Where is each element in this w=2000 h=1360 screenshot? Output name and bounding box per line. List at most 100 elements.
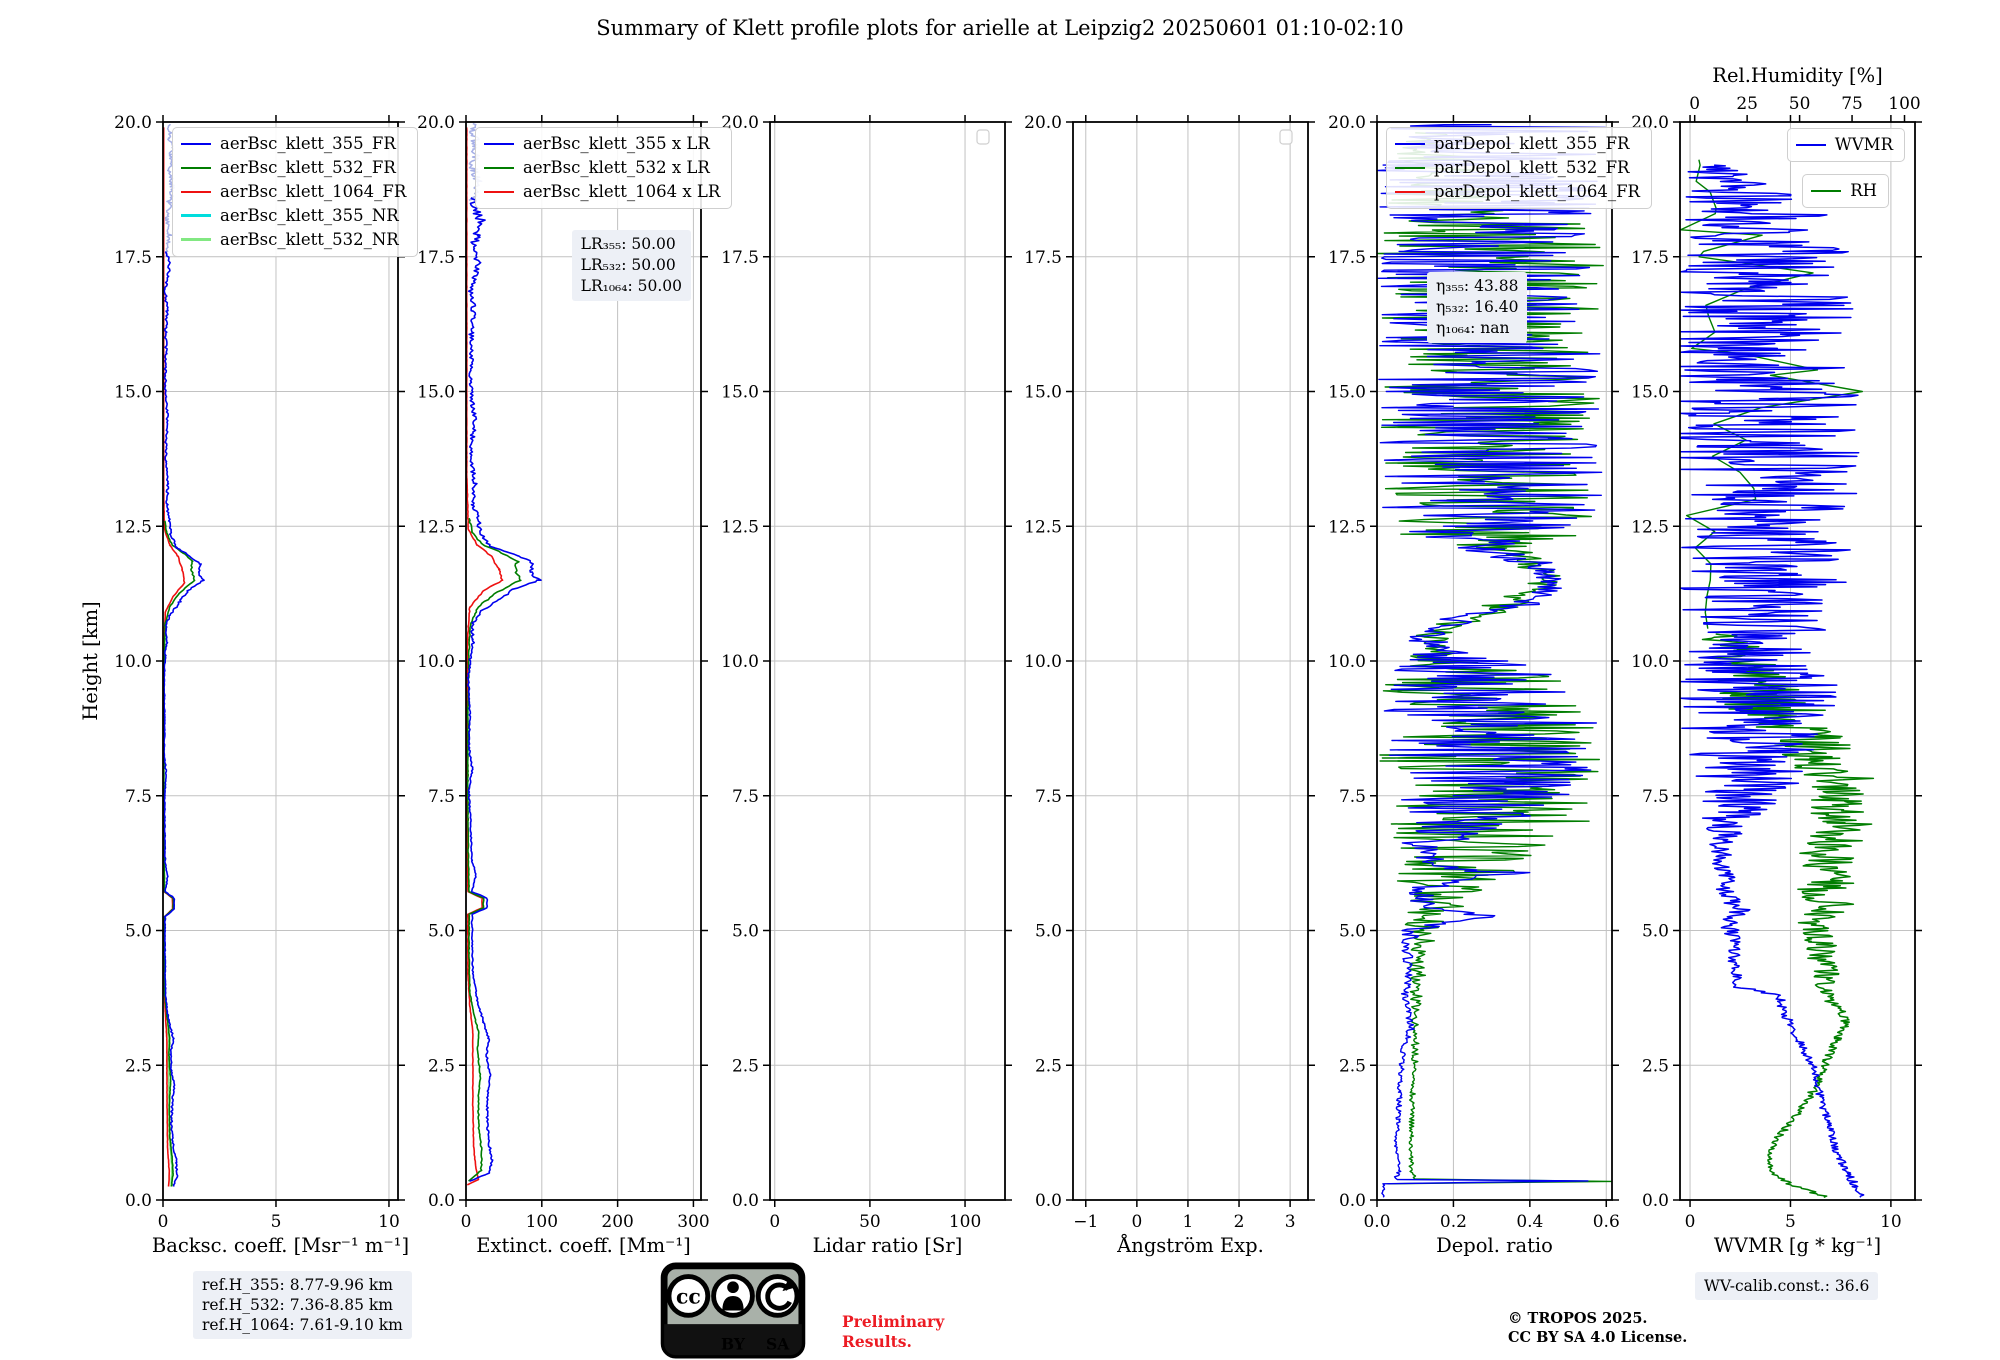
svg-text:7.5: 7.5 (1339, 787, 1366, 807)
legend-entry: parDepol_klett_355_FR (1395, 132, 1640, 156)
legend-line-swatch (181, 214, 211, 218)
svg-text:75: 75 (1841, 94, 1863, 114)
svg-text:100: 100 (526, 1212, 558, 1232)
svg-text:15.0: 15.0 (1024, 383, 1062, 403)
axis-ticks: −1 0 1 2 3 0.0 2.5 5.0 7.5 10.0 12.5 15.0 17.5 20.0 (1024, 113, 1315, 1232)
annotation-extinction: LR₃₅₅: 50.00 LR₅₃₂: 50.00 LR₁₀₆₄: 50.00 (571, 230, 691, 301)
svg-text:5.0: 5.0 (1642, 922, 1669, 942)
legend-line-swatch (1795, 143, 1826, 147)
panel-backscatter: 0 5 10 0.0 2.5 5.0 7.5 10.0 12.5 15.0 17.5 20.0 Back… (114, 113, 409, 1257)
legend-entry: aerBsc_klett_355 x LR (484, 132, 720, 156)
legend-entry: aerBsc_klett_355_FR (181, 132, 406, 156)
preliminary-line-1: Preliminary (842, 1312, 945, 1331)
svg-text:10.0: 10.0 (1024, 652, 1062, 672)
svg-text:0.0: 0.0 (1642, 1191, 1669, 1211)
legend-entry: WVMR (1795, 133, 1893, 157)
svg-text:0.0: 0.0 (732, 1191, 759, 1211)
annotation-line: η₅₃₂: 16.40 (1436, 297, 1519, 316)
legend-wvmr: WVMR (1786, 128, 1905, 162)
svg-text:5.0: 5.0 (125, 922, 152, 942)
arrow-head (782, 1279, 797, 1292)
wv-calib-value: WV-calib.const.: 36.6 (1704, 1277, 1870, 1295)
svg-text:−1: −1 (1073, 1212, 1098, 1232)
svg-text:10.0: 10.0 (1328, 652, 1366, 672)
legend-entry-label: RH (1850, 181, 1877, 200)
svg-text:2.5: 2.5 (428, 1056, 455, 1076)
svg-text:7.5: 7.5 (125, 787, 152, 807)
svg-text:15.0: 15.0 (417, 383, 455, 403)
legend-line-swatch (484, 166, 514, 170)
svg-text:15.0: 15.0 (114, 383, 152, 403)
annotation-line: η₁₀₆₄: nan (1436, 318, 1510, 337)
x-axis-label-angstrom: Ångström Exp. (1116, 1232, 1264, 1257)
svg-text:10: 10 (1880, 1212, 1902, 1232)
legend-entry-label: aerBsc_klett_1064_FR (220, 181, 407, 201)
svg-text:20.0: 20.0 (1024, 113, 1062, 133)
annotation-line: LR₃₅₅: 50.00 (580, 235, 676, 253)
svg-text:0.0: 0.0 (1035, 1191, 1062, 1211)
annotation-line: LR₁₀₆₄: 50.00 (580, 276, 682, 295)
legend-entry-label: aerBsc_klett_355_FR (220, 134, 396, 153)
legend-depol: parDepol_klett_355_FR parDepol_klett_532_… (1386, 127, 1652, 209)
series-aerBsc_klett_532 x LR (466, 517, 522, 1182)
svg-text:100: 100 (949, 1212, 981, 1232)
series-RH-upper (1680, 159, 1863, 629)
legend-entry: aerBsc_klett_1064 x LR (484, 180, 720, 204)
legend-empty-box (976, 129, 990, 145)
copyright-line-2: CC BY SA 4.0 License. (1508, 1328, 1688, 1346)
svg-text:50: 50 (1789, 94, 1811, 114)
axis-ticks: 0 100 200 300 0.0 2.5 5.0 7.5 10.0 12.5 15.0 17.5 20… (417, 113, 710, 1232)
x-axis-label-wvmr: WVMR [g * kg⁻¹] (1714, 1234, 1881, 1257)
svg-text:2: 2 (1234, 1212, 1245, 1232)
legend-entry-label: aerBsc_klett_532_NR (220, 229, 399, 249)
svg-text:12.5: 12.5 (417, 517, 455, 537)
legend-entry: parDepol_klett_1064_FR (1395, 180, 1640, 204)
axis-ticks: 0.0 0.2 0.4 0.6 0.0 2.5 5.0 7.5 10.0 12.5 15.0 17.5… (1328, 113, 1620, 1232)
panel-angstrom: −1 0 1 2 3 0.0 2.5 5.0 7.5 10.0 12.5 15.0 17.5 20.0 Ån… (1024, 113, 1315, 1257)
svg-text:17.5: 17.5 (721, 248, 759, 268)
legend-line-swatch (181, 142, 211, 146)
svg-text:12.5: 12.5 (114, 517, 152, 537)
svg-text:2.5: 2.5 (125, 1056, 152, 1076)
annotation-depol: η₃₅₅: 43.88 η₅₃₂: 16.40 η₁₀₆₄: nan (1427, 272, 1528, 343)
legend-line-swatch (484, 142, 514, 146)
legend-entry: aerBsc_klett_532_FR (181, 156, 406, 180)
x-axis-label-backscatter: Backsc. coeff. [Msr⁻¹ m⁻¹] (152, 1234, 409, 1257)
legend-entry-label: aerBsc_klett_532_FR (220, 157, 396, 177)
svg-text:12.5: 12.5 (1024, 517, 1062, 537)
svg-text:0: 0 (158, 1212, 169, 1232)
copyright-note: © TROPOS 2025. CC BY SA 4.0 License. (1508, 1310, 1687, 1348)
annotation-line: η₃₅₅: 43.88 (1436, 277, 1519, 295)
legend-wvmr: RH (1802, 174, 1889, 208)
legend-entry-label: parDepol_klett_1064_FR (1434, 181, 1640, 201)
legend-entry: parDepol_klett_532_FR (1395, 156, 1640, 180)
svg-text:2.5: 2.5 (732, 1056, 759, 1076)
svg-text:17.5: 17.5 (1024, 248, 1062, 268)
legend-line-swatch (1811, 189, 1842, 193)
svg-text:0.0: 0.0 (1363, 1212, 1390, 1232)
svg-text:17.5: 17.5 (1328, 248, 1366, 268)
badge-by-label: BY (721, 1334, 746, 1353)
legend-line-swatch (1395, 190, 1425, 194)
preliminary-results-note: Preliminary Results. (842, 1312, 944, 1352)
legend-line-swatch (181, 166, 211, 170)
series-RH (1701, 633, 1875, 1198)
svg-text:2.5: 2.5 (1642, 1056, 1669, 1076)
svg-text:2.5: 2.5 (1035, 1056, 1062, 1076)
annotation-ref-heights: ref.H_355: 8.77-9.96 km ref.H_532: 7.36-… (193, 1271, 412, 1340)
legend-entry: aerBsc_klett_355_NR (181, 204, 406, 228)
svg-text:200: 200 (601, 1212, 633, 1232)
cc-license-badge: cc BY SA (660, 1262, 806, 1359)
svg-text:5.0: 5.0 (1339, 922, 1366, 942)
annotation-line: LR₅₃₂: 50.00 (580, 255, 676, 274)
cc-logo-icon (666, 1274, 711, 1318)
series-parDepol_klett_355_FR (1377, 124, 1606, 1198)
legend-line-swatch (1395, 166, 1425, 170)
svg-text:10.0: 10.0 (1631, 652, 1669, 672)
svg-text:7.5: 7.5 (1035, 787, 1062, 807)
panel-extinction: 0 100 200 300 0.0 2.5 5.0 7.5 10.0 12.5 15.0 17.5 20… (417, 113, 710, 1257)
svg-text:50: 50 (859, 1212, 881, 1232)
